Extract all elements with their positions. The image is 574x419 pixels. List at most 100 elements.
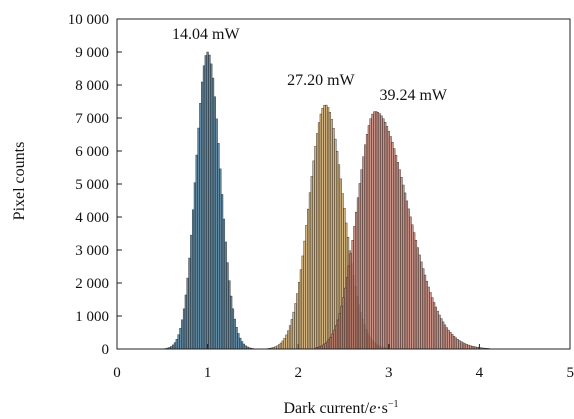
y-axis-label: Pixel counts	[11, 142, 28, 221]
histogram-bar	[438, 314, 441, 350]
histogram-bar	[420, 261, 423, 350]
histogram-bar	[296, 293, 299, 350]
histogram-bar	[469, 345, 472, 350]
histogram-bar	[413, 232, 416, 350]
histogram-bar	[355, 211, 358, 350]
histogram-bar	[454, 337, 457, 350]
histogram-bar	[297, 282, 301, 350]
y-tick-label: 0	[102, 342, 110, 358]
histogram-bar	[233, 318, 236, 350]
histogram-bar	[429, 292, 432, 350]
histogram-bar	[211, 77, 215, 350]
histogram-bar	[314, 146, 317, 350]
histogram-bar	[319, 113, 322, 350]
y-tick-label: 1 000	[75, 309, 109, 325]
histogram-bar	[336, 319, 340, 350]
histogram-bar	[235, 326, 238, 350]
histogram-bar	[317, 122, 321, 350]
x-tick-label: 0	[113, 365, 121, 381]
series-annotation: 39.24 mW	[379, 87, 447, 104]
histogram-bar	[338, 313, 342, 350]
histogram-bar	[463, 343, 467, 350]
histogram-bar	[186, 277, 189, 350]
histogram-bar	[310, 176, 313, 350]
histogram-bar	[326, 341, 329, 350]
histogram-bar	[330, 119, 333, 350]
histogram-bar	[331, 333, 334, 350]
histogram-bar	[321, 107, 324, 350]
histogram-bar	[380, 115, 383, 350]
histogram-bar	[181, 319, 184, 350]
x-axis-label-unit: ·s	[376, 400, 388, 417]
histogram-bar	[458, 340, 461, 350]
histogram-bar	[193, 182, 197, 350]
histogram-bar	[316, 133, 319, 350]
y-tick-label: 10 000	[68, 12, 109, 28]
y-tick-label: 2 000	[75, 276, 109, 292]
histogram-bar	[443, 324, 447, 350]
x-axis-ticks: 0 1 2 3 4 5	[113, 344, 574, 381]
histogram-bar	[230, 295, 233, 350]
histogram-bar	[349, 253, 352, 350]
histogram-bar	[303, 240, 306, 350]
histogram-bar	[323, 104, 326, 350]
histogram-bar	[191, 209, 195, 350]
histogram-bar	[231, 308, 235, 350]
histogram-bar	[384, 122, 387, 350]
histogram-bar	[220, 194, 224, 350]
histogram-bar	[199, 103, 202, 350]
histogram-bar	[344, 287, 347, 350]
histogram-bar	[219, 168, 222, 350]
y-tick-label: 6 000	[75, 144, 109, 160]
histogram-bar	[290, 319, 293, 350]
y-tick-label: 7 000	[75, 111, 109, 127]
histogram-bar	[394, 155, 398, 350]
histogram-bar	[307, 208, 310, 350]
histogram-bar	[197, 127, 200, 350]
histogram-bar	[237, 333, 240, 350]
histogram-bar	[432, 302, 436, 350]
histogram-bar	[322, 344, 325, 350]
histogram-bar	[292, 311, 295, 350]
histogram-bar	[449, 332, 452, 350]
histogram-bar	[287, 330, 290, 350]
histogram-bar	[396, 162, 399, 350]
histogram-bar	[294, 303, 297, 350]
histogram-bar	[407, 208, 410, 350]
histogram-bar	[336, 151, 339, 350]
histogram-bar	[351, 239, 354, 350]
histogram-bar	[327, 339, 331, 350]
histogram-bar	[385, 126, 389, 350]
histogram-bar	[461, 342, 465, 350]
histogram-bar	[334, 138, 337, 350]
histogram-bar	[182, 308, 186, 350]
histogram-bar	[460, 341, 463, 350]
histogram-bar	[427, 286, 430, 350]
series-annotation: 27.20 mW	[287, 72, 355, 89]
histogram-bar	[188, 257, 191, 350]
histogram-bar	[364, 144, 367, 350]
histogram-bar	[299, 269, 303, 350]
histogram-bar	[442, 321, 445, 350]
x-axis-label-sup: −1	[388, 399, 399, 410]
y-tick-label: 5 000	[75, 177, 109, 193]
histogram-bar	[440, 318, 443, 350]
histogram-bar	[447, 329, 450, 350]
histogram-bar	[365, 134, 369, 350]
histogram-bar	[411, 224, 414, 350]
series-annotation: 14.04 mW	[172, 26, 240, 43]
histogram-bar	[345, 277, 349, 350]
histogram-bar	[283, 338, 286, 350]
y-axis-ticks: 0 1 000 2 000 3 000 4 000 5 000 6 000 7 000 8 00…	[68, 12, 122, 358]
histogram-bar	[325, 104, 328, 350]
histogram-bar	[281, 340, 284, 350]
histogram-bar	[333, 329, 336, 350]
histogram-bar	[278, 344, 281, 350]
x-tick-label: 2	[294, 365, 302, 381]
y-tick-label: 3 000	[75, 243, 109, 259]
histogram-bar	[400, 177, 403, 350]
histogram-bar	[391, 142, 394, 350]
histogram-bar	[389, 136, 392, 350]
histogram-bar	[434, 306, 438, 350]
